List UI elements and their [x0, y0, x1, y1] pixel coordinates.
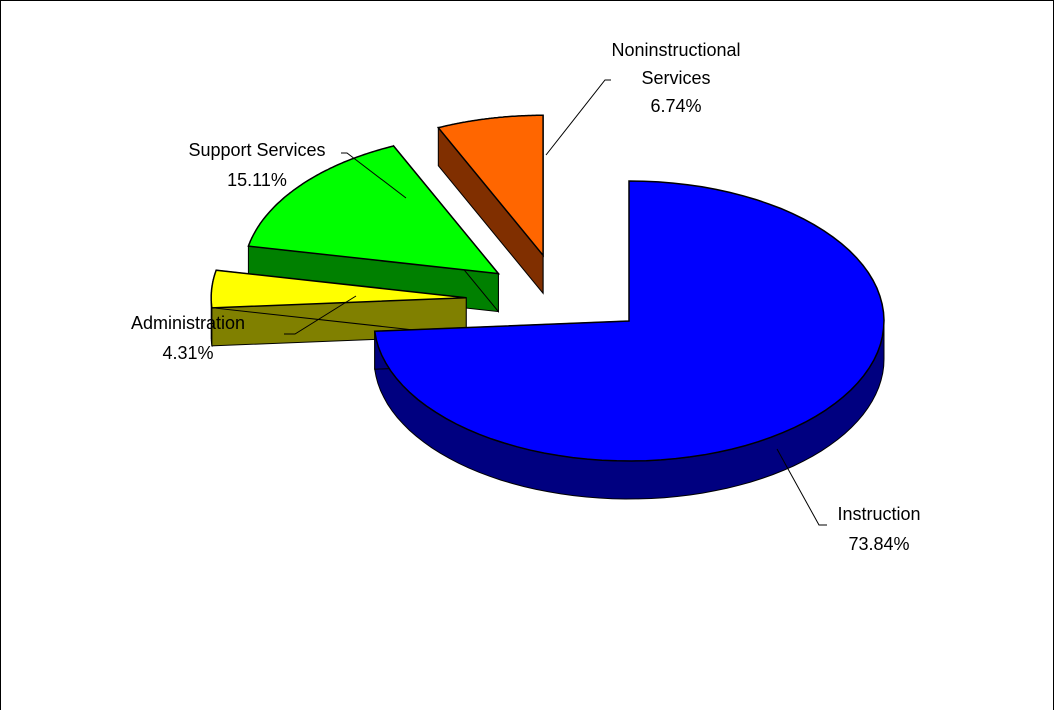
leader-line-instruction [776, 448, 827, 526]
leader-line-support-services [341, 152, 407, 199]
pie-tops [210, 114, 885, 462]
slice-administration [210, 269, 467, 309]
slice-instruction [373, 180, 885, 462]
slice-noninstructional-services [436, 114, 544, 258]
slice-support-services [247, 145, 501, 275]
slice-label-support-services: Support Services 15.11% [188, 140, 325, 190]
leader-line-noninstructional-services [545, 79, 611, 156]
slice-label-noninstructional-services: Noninstructional Services 6.74% [611, 40, 740, 116]
slice-label-administration: Administration 4.31% [131, 313, 245, 363]
slice-label-instruction: Instruction 73.84% [837, 504, 920, 554]
leader-line-administration [284, 295, 357, 335]
pie-labels: Instruction 73.84% Administration 4.31% Supp… [131, 40, 921, 554]
